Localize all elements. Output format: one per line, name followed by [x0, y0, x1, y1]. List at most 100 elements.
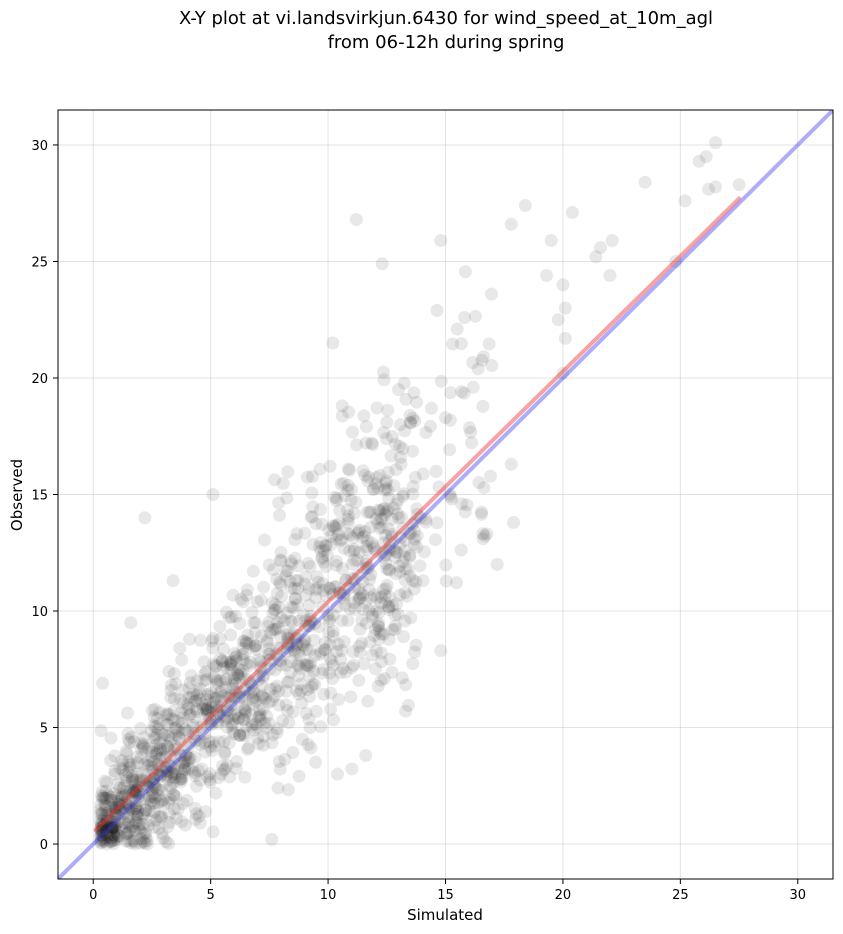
data-point — [354, 586, 368, 600]
data-point — [283, 627, 297, 640]
data-point — [419, 426, 433, 439]
data-point — [210, 714, 224, 728]
data-point — [337, 586, 351, 600]
data-point — [199, 698, 212, 712]
data-point — [187, 730, 200, 744]
data-point — [342, 581, 356, 595]
data-point — [363, 505, 376, 519]
data-point — [159, 835, 173, 849]
data-point — [175, 716, 189, 730]
data-point — [121, 810, 135, 824]
data-point — [291, 657, 305, 671]
data-point — [173, 641, 187, 655]
data-point — [302, 619, 316, 633]
data-point — [380, 415, 394, 429]
data-point — [208, 660, 222, 674]
data-point — [305, 680, 319, 694]
data-point — [378, 483, 392, 497]
data-point — [224, 656, 238, 669]
data-point — [291, 574, 305, 588]
data-point — [277, 614, 291, 628]
data-point — [156, 793, 170, 807]
data-point — [226, 682, 240, 696]
data-point — [472, 476, 486, 489]
data-point — [148, 767, 162, 781]
data-point — [303, 619, 316, 633]
data-point — [135, 736, 149, 750]
data-point — [201, 701, 215, 715]
data-point — [273, 641, 287, 655]
data-point — [434, 644, 448, 658]
data-point — [378, 595, 392, 609]
data-point — [254, 713, 268, 727]
data-point — [188, 727, 201, 741]
data-point — [401, 698, 415, 712]
data-point — [315, 517, 329, 531]
data-point — [166, 574, 180, 588]
data-point — [115, 791, 129, 804]
data-point — [385, 530, 399, 544]
data-point — [133, 773, 147, 787]
data-point — [416, 574, 430, 588]
data-point — [94, 724, 108, 738]
data-point — [129, 814, 143, 827]
data-point — [137, 806, 151, 820]
data-point — [284, 600, 298, 614]
data-point — [343, 544, 357, 558]
data-point — [109, 802, 123, 816]
data-point — [299, 570, 313, 584]
data-point — [323, 614, 336, 628]
data-point — [323, 652, 337, 666]
data-point — [292, 769, 306, 783]
data-point — [119, 820, 133, 834]
data-point — [284, 655, 298, 668]
data-point — [390, 597, 403, 611]
data-point — [319, 589, 333, 603]
data-point — [197, 655, 211, 669]
data-point — [299, 706, 313, 720]
data-point — [99, 803, 113, 817]
data-point — [95, 791, 109, 805]
data-point — [164, 683, 178, 697]
data-point — [396, 442, 410, 456]
data-point — [254, 662, 268, 676]
data-point — [370, 401, 384, 415]
data-point — [98, 797, 112, 811]
data-point — [306, 537, 320, 551]
data-point — [270, 647, 283, 661]
data-point — [325, 654, 339, 668]
data-point — [211, 690, 225, 704]
data-point — [217, 709, 230, 723]
data-point — [100, 826, 113, 840]
data-point — [129, 796, 143, 810]
data-point — [294, 661, 307, 675]
data-point — [237, 689, 251, 703]
data-point — [97, 831, 111, 845]
data-point — [400, 589, 414, 603]
data-point — [399, 533, 413, 547]
data-point — [362, 560, 376, 574]
data-point — [240, 672, 253, 686]
data-point — [122, 800, 136, 814]
data-point — [304, 741, 318, 755]
data-point — [190, 674, 204, 688]
data-point — [329, 521, 343, 535]
data-point — [417, 545, 431, 559]
data-point — [476, 527, 490, 541]
data-point — [104, 820, 118, 834]
data-point — [201, 687, 215, 701]
data-point — [95, 789, 109, 803]
data-point — [272, 755, 286, 768]
data-point — [333, 585, 347, 599]
data-point — [229, 654, 243, 668]
data-point — [316, 663, 330, 677]
data-point — [338, 489, 352, 503]
data-point — [413, 559, 427, 573]
data-point — [324, 686, 338, 700]
data-point — [366, 483, 380, 497]
data-point — [153, 741, 167, 755]
data-point — [100, 837, 114, 851]
data-point — [126, 820, 140, 834]
data-point — [387, 479, 401, 493]
data-point — [336, 661, 350, 675]
